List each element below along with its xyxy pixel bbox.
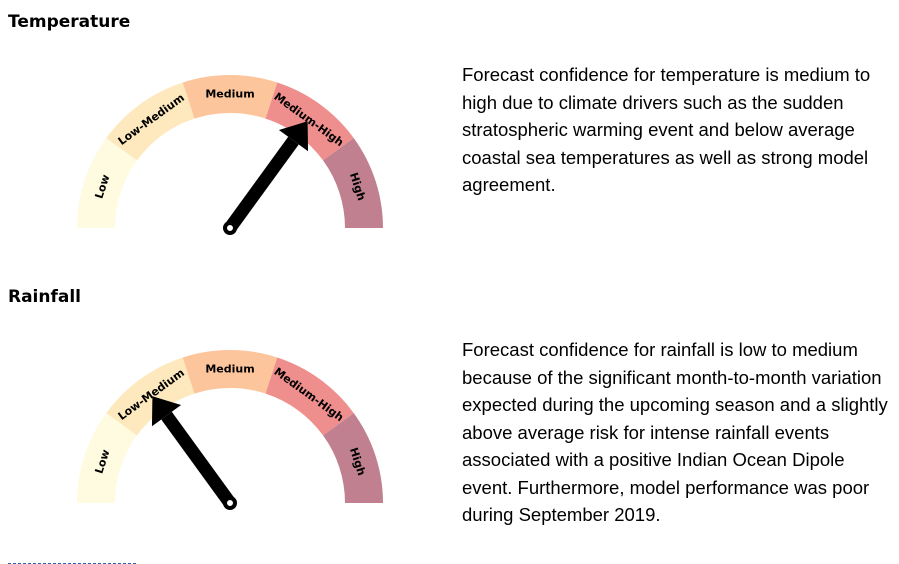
gauge-segment-low: [77, 413, 137, 503]
gauge-segment-medium-high: [265, 82, 354, 161]
gauge-segment-medium: [182, 75, 278, 119]
gauge-segment-medium-high: [265, 357, 354, 436]
gauge-label-medium: Medium: [205, 88, 254, 101]
needle-pivot: [223, 496, 237, 510]
needle-pivot: [223, 221, 237, 235]
needle-arrowhead: [151, 396, 182, 427]
gauge-segment-medium: [182, 350, 278, 394]
gauge-segment-low: [77, 138, 137, 228]
section-title-rainfall: Rainfall: [8, 287, 82, 307]
gauge-segment-high: [323, 138, 383, 228]
needle-shaft: [224, 136, 299, 232]
temperature-confidence-gauge: Low Low-Medium Medium Medium-High High: [55, 48, 415, 258]
gauge-label-medium: Medium: [205, 363, 254, 376]
rainfall-confidence-gauge: Low Low-Medium Medium Medium-High High: [55, 323, 415, 533]
needle-arrowhead: [278, 121, 309, 152]
gauge-segment-low-medium: [106, 357, 195, 436]
temperature-description: Forecast confidence for temperature is m…: [462, 64, 871, 195]
gauge-segment-low-medium: [106, 82, 195, 161]
gauge-segment-high: [323, 413, 383, 503]
rainfall-description: Forecast confidence for rainfall is low …: [462, 339, 888, 525]
needle-shaft: [161, 411, 236, 507]
section-title-temperature: Temperature: [8, 12, 131, 32]
